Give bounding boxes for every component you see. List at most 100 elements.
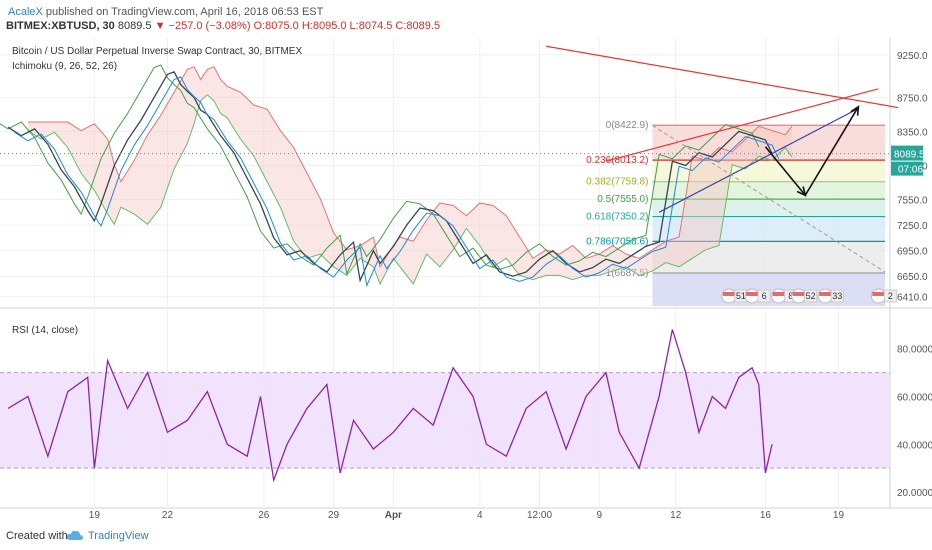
time-tick-3: 29 xyxy=(328,510,340,520)
publish-info: published on TradingView.com, April 16, … xyxy=(45,6,324,18)
author-link[interactable]: AcaleX xyxy=(8,6,43,18)
fib-label-0.236: 0.236(8013.2) xyxy=(586,155,648,166)
fib-label-0.786: 0.786(7058.6) xyxy=(586,236,648,247)
trend-line-upper-channel[interactable] xyxy=(605,88,879,162)
last-price-badge-label: 8089.5 xyxy=(894,150,925,161)
event-badges[interactable]: 51 6 8 52 33 2 xyxy=(721,288,897,304)
time-tick-7: 9 xyxy=(597,510,603,520)
fib-label-0: 0(8422.9) xyxy=(606,120,649,131)
badge-count: 6 xyxy=(762,291,767,301)
event-badge-1[interactable]: 6 xyxy=(744,288,771,304)
price-line xyxy=(7,70,773,283)
price-tick-8: 6410.0 xyxy=(897,293,928,304)
countdown-badge-label: 07:06 xyxy=(898,165,923,176)
arrow-head-up xyxy=(850,105,860,116)
rsi-tick-1: 60.0000 xyxy=(897,392,932,403)
price-tick-5: 7250.0 xyxy=(897,221,928,232)
trend-lines[interactable] xyxy=(546,45,899,273)
price-tick-1: 8750.0 xyxy=(897,93,928,104)
ichimoku-span-b xyxy=(27,94,793,286)
ichimoku-lagging-span xyxy=(0,64,760,276)
time-tick-8: 12 xyxy=(670,510,682,520)
symbol-label[interactable]: BITMEX:XBTUSD, 30 xyxy=(6,20,115,32)
symbol-line: BITMEX:XBTUSD, 30 8089.5 ▼ −257.0 (−3.08… xyxy=(6,20,440,32)
badge-count: 51 xyxy=(736,291,746,301)
chart-area[interactable]: 0(8422.9) 0.236(8013.2) 0.382(7759.8) 0.5(7… xyxy=(0,38,932,521)
countdown-badge xyxy=(891,161,923,176)
flag-stripe xyxy=(819,292,832,296)
event-badge-0[interactable]: 51 xyxy=(721,288,748,304)
chart-title: Bitcoin / US Dollar Perpetual Inverse Sw… xyxy=(12,46,302,57)
fib-zone-0.236 xyxy=(652,160,885,182)
price-tick-4: 7550.0 xyxy=(897,196,928,207)
rsi-band xyxy=(0,372,890,469)
fib-label-0.382: 0.382(7759.8) xyxy=(586,177,648,188)
ichimoku-span-a xyxy=(27,66,793,269)
event-badge-4[interactable]: 33 xyxy=(817,288,844,304)
fib-zone-0 xyxy=(652,125,885,161)
time-tick-10: 19 xyxy=(833,510,845,520)
price-series xyxy=(0,64,890,288)
price-change: −257.0 (−3.08%) xyxy=(168,20,251,32)
badge-box xyxy=(830,289,844,303)
price-axis[interactable]: 9250.08750.08350.07950.07550.07250.06950… xyxy=(891,51,928,304)
fib-zone-0.786 xyxy=(652,241,885,273)
time-tick-6: 12:00 xyxy=(527,510,552,520)
badge-count: 33 xyxy=(832,291,842,301)
rsi-pane[interactable]: 80.0000 60.0000 40.0000 20.0000 xyxy=(0,329,932,499)
flag-stripe xyxy=(772,292,785,296)
rsi-label: RSI (14, close) xyxy=(12,325,78,336)
fib-label-0.618: 0.618(7350.2) xyxy=(586,212,648,223)
price-tick-0: 9250.0 xyxy=(897,51,928,62)
time-tick-0: 19 xyxy=(89,510,101,520)
time-tick-5: 4 xyxy=(477,510,483,520)
ohlc-values: O:8075.0 H:8095.0 L:8074.5 C:8089.5 xyxy=(253,20,441,32)
price-tick-6: 6950.0 xyxy=(897,247,928,258)
last-price: 8089.5 xyxy=(117,20,152,32)
price-tick-2: 8350.0 xyxy=(897,127,928,138)
ichimoku-label: Ichimoku (9, 26, 52, 26) xyxy=(12,61,117,72)
flag-stripe xyxy=(872,292,885,296)
footer: Created with TradingView xyxy=(0,522,932,550)
badge-count: 8 xyxy=(788,291,793,301)
time-axis[interactable]: 19 22 26 29 Apr 4 12:00 9 12 16 19 xyxy=(89,510,845,521)
price-tick-7: 6650.0 xyxy=(897,272,928,283)
rsi-tick-2: 40.0000 xyxy=(897,440,932,451)
badge-count: 2 xyxy=(888,291,893,301)
flag-stripe xyxy=(722,292,735,296)
time-tick-9: 16 xyxy=(760,510,772,520)
trend-line-projection[interactable] xyxy=(652,125,886,273)
time-tick-4: Apr xyxy=(385,510,402,520)
trend-line-support[interactable] xyxy=(658,107,859,213)
header: AcaleX published on TradingView.com, Apr… xyxy=(0,0,932,38)
time-tick-2: 26 xyxy=(258,510,270,520)
flag-stripe xyxy=(746,292,759,296)
flag-stripe xyxy=(792,292,805,296)
fib-label-1: 1(6687.5) xyxy=(606,268,649,279)
ichimoku-conversion-line xyxy=(14,76,780,288)
fib-label-0.5: 0.5(7555.0) xyxy=(597,194,648,205)
event-badge-3[interactable]: 52 xyxy=(791,288,818,304)
publish-line: AcaleX published on TradingView.com, Apr… xyxy=(8,6,323,18)
arrow-head-down xyxy=(796,186,807,197)
time-tick-1: 22 xyxy=(162,510,174,520)
tradingview-brand[interactable]: TradingView xyxy=(88,530,149,542)
rsi-tick-3: 20.0000 xyxy=(897,488,932,499)
last-price-badge xyxy=(891,145,923,161)
created-with-label: Created with xyxy=(6,530,68,542)
badge-box xyxy=(883,289,897,303)
rsi-tick-0: 80.0000 xyxy=(897,345,932,356)
fib-zone-0.618 xyxy=(652,216,885,242)
rsi-line xyxy=(7,329,773,483)
chart-svg[interactable]: 0(8422.9) 0.236(8013.2) 0.382(7759.8) 0.5(7… xyxy=(0,38,932,521)
event-badge-5[interactable]: 2 xyxy=(870,288,897,304)
tradingview-cloud-icon xyxy=(66,530,83,540)
trend-line-resistance[interactable] xyxy=(546,45,899,109)
fibonacci-retracement[interactable]: 0(8422.9) 0.236(8013.2) 0.382(7759.8) 0.5(7… xyxy=(586,120,885,306)
badge-box xyxy=(804,289,818,303)
ichimoku-cloud xyxy=(27,66,793,286)
down-arrow-icon: ▼ xyxy=(154,20,166,32)
badge-count: 52 xyxy=(806,291,816,301)
fib-zone-0.5 xyxy=(652,199,885,217)
badge-box xyxy=(757,289,771,303)
